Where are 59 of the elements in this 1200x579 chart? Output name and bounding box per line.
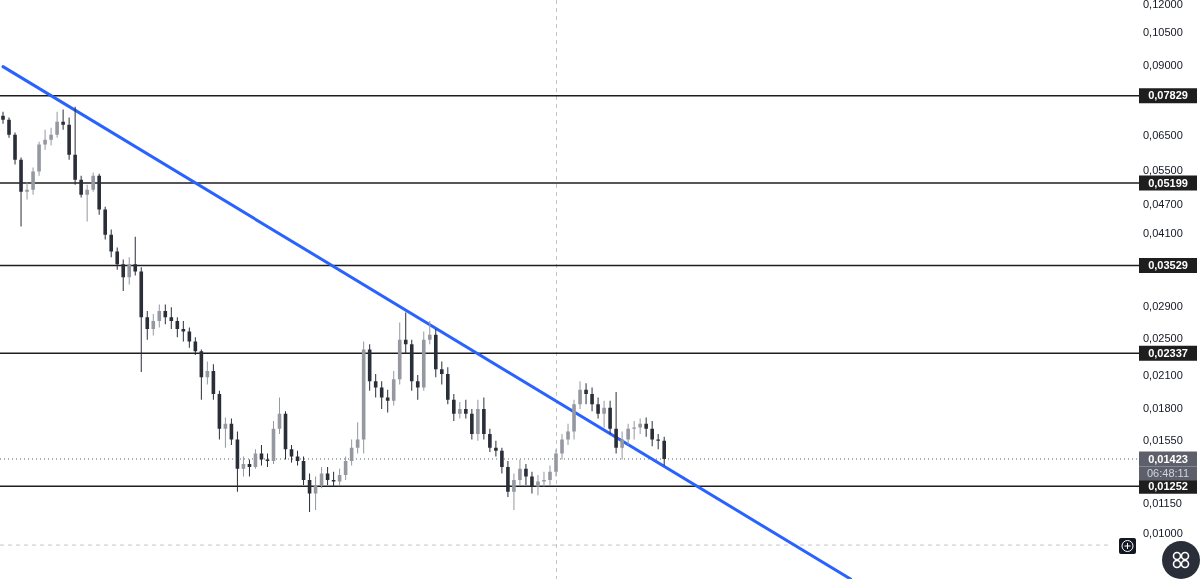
candlestick	[121, 259, 126, 292]
candlestick	[536, 475, 540, 496]
candlestick	[458, 401, 462, 419]
candlestick	[31, 167, 35, 195]
y-tick-label: 0,09000	[1143, 59, 1183, 72]
candlestick	[439, 361, 444, 385]
candlestick	[566, 423, 570, 445]
candlestick	[620, 431, 624, 460]
candlestick	[415, 375, 420, 400]
candlestick	[151, 314, 156, 336]
candlestick	[115, 247, 120, 270]
candlestick	[385, 389, 390, 413]
ref-line-label: 0,01252	[1148, 479, 1188, 492]
ref-line-label: 0,01423	[1148, 452, 1188, 465]
candlestick	[530, 471, 534, 494]
candlestick	[157, 304, 162, 328]
candlestick	[632, 421, 636, 440]
ref-line-label: 0,02337	[1148, 346, 1188, 359]
candlestick	[464, 399, 468, 419]
y-tick-label: 0,04700	[1143, 197, 1183, 210]
y-tick-label: 0,01150	[1143, 497, 1182, 510]
candlestick	[331, 471, 336, 487]
y-tick-label: 0,06500	[1143, 128, 1183, 141]
candlestick	[494, 440, 498, 457]
candlestick	[25, 182, 29, 200]
candlestick	[43, 129, 47, 150]
candlestick	[542, 471, 546, 487]
candlestick	[403, 312, 408, 354]
ref-line-label: 0,05199	[1148, 176, 1188, 189]
ref-line-label: 0,03529	[1148, 259, 1188, 272]
y-tick-label: 0,02500	[1143, 332, 1183, 345]
y-tick-label: 0,02100	[1143, 369, 1183, 382]
candlestick	[524, 463, 528, 485]
candlestick	[614, 391, 618, 454]
candlestick	[163, 304, 168, 325]
candlestick	[49, 127, 53, 146]
candlestick	[133, 236, 138, 276]
y-tick-label: 0,01550	[1143, 433, 1183, 446]
candlestick	[656, 434, 660, 450]
y-tick-label: 0,12000	[1143, 0, 1183, 10]
y-tick-label: 0,10500	[1143, 26, 1183, 39]
candlestick	[596, 397, 600, 419]
text: 06:48:11	[1146, 466, 1190, 479]
candlestick	[145, 311, 150, 340]
candlestick	[602, 400, 606, 428]
candlestick	[1, 111, 5, 124]
y-tick-label: 0,05500	[1143, 164, 1183, 177]
candlestick	[644, 417, 648, 437]
candlestick	[427, 321, 432, 345]
candlestick	[560, 434, 564, 460]
candlestick	[61, 109, 65, 130]
candlestick	[85, 184, 89, 222]
candlestick	[73, 106, 77, 185]
y-tick-label: 0,01800	[1143, 401, 1183, 414]
ref-line-label: 0,07829	[1148, 89, 1188, 102]
y-tick-label: 0,02900	[1143, 300, 1183, 313]
candlestick	[512, 473, 516, 510]
y-tick-label: 0,04100	[1143, 226, 1183, 239]
y-tick-label: 0,01000	[1143, 527, 1183, 540]
